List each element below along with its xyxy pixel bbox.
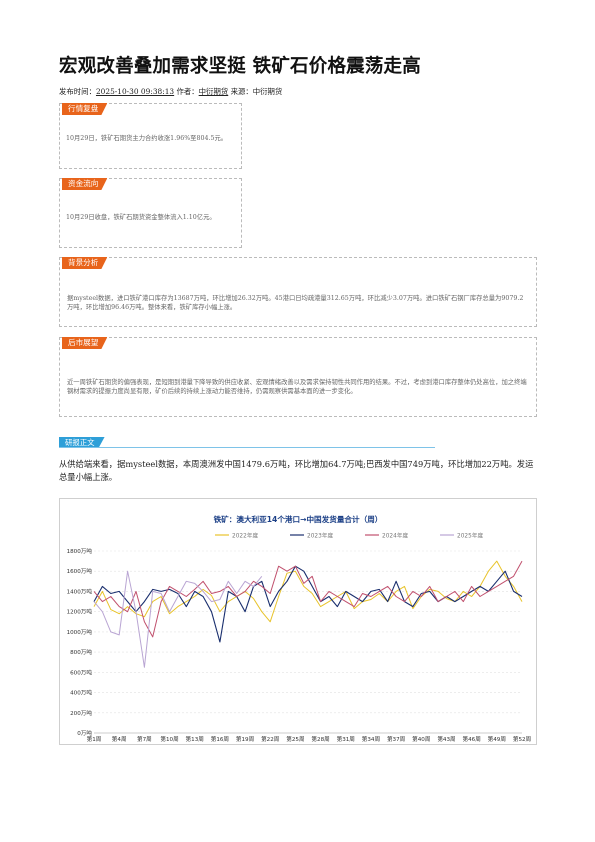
legend-label-1: 2022年度	[232, 531, 259, 539]
source-value: 中衍期货	[252, 87, 283, 96]
series-line-3	[93, 560, 523, 638]
x-tick-label: 第13周	[186, 735, 204, 743]
chart-legend: 2022年度 2023年度 2024年度 2025年度	[215, 531, 484, 539]
chart-plot-area	[93, 560, 523, 668]
market-review-tag: 行情复盘	[62, 103, 107, 115]
x-tick-label: 第10周	[160, 735, 178, 743]
x-tick-label: 第37周	[387, 735, 405, 743]
x-tick-label: 第19周	[236, 735, 254, 743]
y-tick-label: 1400万吨	[67, 587, 93, 595]
outlook-tag: 后市展望	[62, 337, 107, 349]
background-text: 据mysteel数据，进口铁矿港口库存为13687万吨，环比增加26.32万吨。…	[67, 295, 524, 312]
y-tick-label: 1200万吨	[67, 608, 93, 616]
shipment-chart: 铁矿：澳大利亚14个港口→中国发货量合计（周） 2022年度 2023年度 2024…	[67, 514, 532, 743]
market-review-text: 10月29日，铁矿石期货主力合约收涨1.96%至804.5元。	[66, 135, 228, 142]
y-tick-label: 1000万吨	[67, 628, 93, 636]
y-tick-label: 1800万吨	[67, 547, 93, 555]
chart-title: 铁矿：澳大利亚14个港口→中国发货量合计（周）	[214, 514, 383, 524]
x-tick-label: 第28周	[311, 735, 329, 743]
background-tag: 背景分析	[62, 257, 107, 269]
outlook-text: 近一周铁矿石期货的偏强表现，是短期到港量下降导致的供应收紧、宏观情绪改善以及需求…	[67, 379, 527, 396]
x-tick-label: 第52周	[513, 735, 531, 743]
outlook-box: 后市展望 近一周铁矿石期货的偏强表现，是短期到港量下降导致的供应收紧、宏观情绪改…	[59, 337, 537, 417]
x-tick-label: 第4周	[112, 735, 127, 743]
report-paragraph: 从供给端来看，据mysteel数据，本周澳洲发中国1479.6万吨，环比增加64…	[59, 459, 534, 482]
y-tick-label: 1600万吨	[67, 567, 93, 575]
shipment-chart-frame: 铁矿：澳大利亚14个港口→中国发货量合计（周） 2022年度 2023年度 2024…	[59, 498, 537, 745]
x-tick-label: 第25周	[286, 735, 304, 743]
y-tick-label: 200万吨	[70, 709, 92, 717]
series-line-4	[93, 570, 263, 668]
publish-time-label: 发布时间：	[59, 87, 96, 96]
author-link[interactable]: 中衍期货	[198, 87, 229, 96]
source-label: 来源：	[228, 87, 253, 96]
y-tick-label: 600万吨	[70, 668, 92, 676]
article-meta: 发布时间：2025-10-30 09:38:13 作者：中衍期货 来源：中衍期货	[59, 86, 282, 97]
background-box: 背景分析 据mysteel数据，进口铁矿港口库存为13687万吨，环比增加26.…	[59, 257, 537, 327]
x-tick-label: 第43周	[437, 735, 455, 743]
fund-flow-box: 资金流向 10月29日收盘，铁矿石期货资金整体流入1.10亿元。	[59, 178, 242, 248]
x-tick-label: 第49周	[488, 735, 506, 743]
author-label: 作者：	[174, 87, 199, 96]
report-section-tag: 研报正文	[59, 437, 105, 448]
x-tick-label: 第7周	[137, 735, 152, 743]
legend-label-4: 2025年度	[457, 531, 484, 539]
x-tick-label: 第40周	[412, 735, 430, 743]
x-tick-label: 第34周	[362, 735, 380, 743]
chart-y-axis: 0万吨 200万吨 400万吨 600万吨 800万吨 1000万吨 1200万吨 1400万…	[67, 547, 93, 737]
x-tick-label: 第16周	[211, 735, 229, 743]
y-tick-label: 400万吨	[70, 689, 92, 697]
report-section-divider	[59, 447, 435, 448]
legend-label-2: 2023年度	[307, 531, 334, 539]
fund-flow-tag: 资金流向	[62, 178, 107, 190]
x-tick-label: 第22周	[261, 735, 279, 743]
x-tick-label: 第31周	[337, 735, 355, 743]
x-tick-label: 第1周	[87, 735, 102, 743]
y-tick-label: 800万吨	[70, 648, 92, 656]
series-line-2	[93, 565, 523, 643]
market-review-box: 行情复盘 10月29日，铁矿石期货主力合约收涨1.96%至804.5元。	[59, 103, 242, 169]
fund-flow-text: 10月29日收盘，铁矿石期货资金整体流入1.10亿元。	[66, 214, 216, 221]
x-tick-label: 第46周	[462, 735, 480, 743]
chart-grid	[94, 550, 522, 734]
series-line-1	[93, 560, 523, 623]
legend-label-3: 2024年度	[382, 531, 409, 539]
page-title: 宏观改善叠加需求坚挺 铁矿石价格震荡走高	[59, 56, 421, 77]
y-tick-label: 0万吨	[77, 729, 92, 737]
publish-time: 2025-10-30 09:38:13	[95, 87, 175, 96]
chart-x-axis: 第1周 第4周 第7周 第10周 第13周 第16周 第19周 第22周 第25周 第28周 第31…	[87, 735, 532, 743]
